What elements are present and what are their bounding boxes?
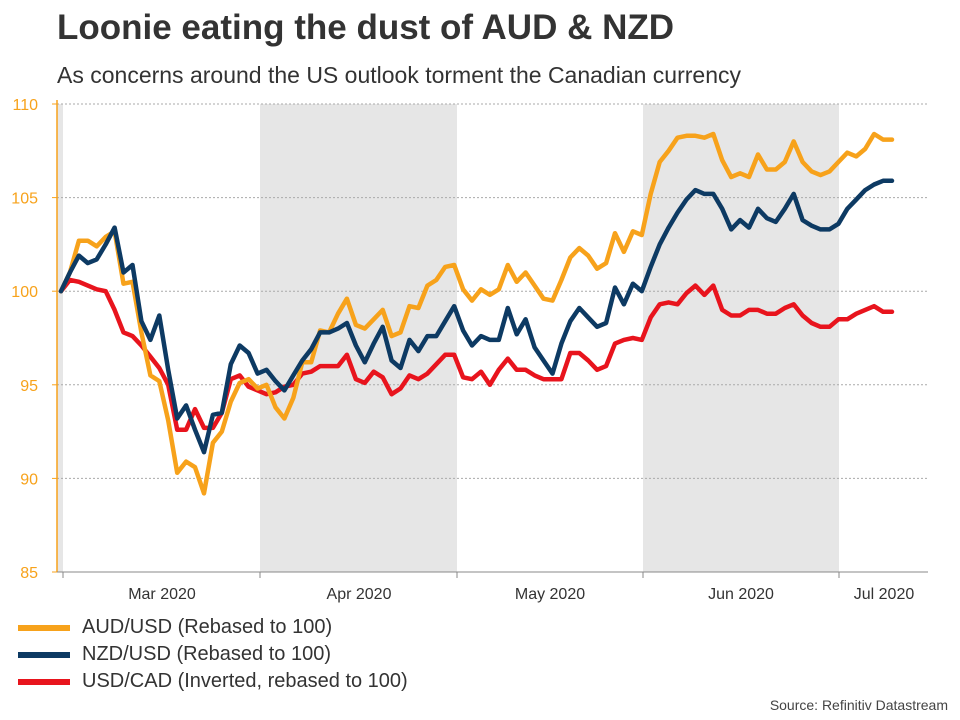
legend-item-nzd: NZD/USD (Rebased to 100) [18,641,408,668]
y-tick-label: 95 [20,378,38,395]
legend-label-cad: USD/CAD (Inverted, rebased to 100) [82,670,408,692]
shaded-band-2 [643,104,839,572]
legend-item-aud: AUD/USD (Rebased to 100) [18,614,408,641]
y-tick-label: 110 [12,97,38,114]
legend: AUD/USD (Rebased to 100) NZD/USD (Rebase… [18,614,408,695]
x-tick-label: Apr 2020 [327,586,392,603]
x-tick-label: Jul 2020 [854,586,915,603]
shaded-band-0 [57,104,63,572]
x-tick-label: Mar 2020 [128,586,196,603]
legend-swatch-aud [18,624,70,631]
x-tick-label: May 2020 [515,586,585,603]
usd-cad-line [58,277,895,432]
chart-subtitle: As concerns around the US outlook tormen… [57,62,741,88]
shaded-periods [57,104,839,572]
series-lines [58,131,895,496]
nzd-usd-line [58,178,895,455]
chart-title: Loonie eating the dust of AUD & NZD [57,8,674,47]
y-tick-label: 90 [20,471,38,488]
y-tick-label: 105 [11,191,38,208]
legend-label-aud: AUD/USD (Rebased to 100) [82,616,333,638]
legend-swatch-nzd [18,651,70,658]
legend-swatch-cad [18,678,70,685]
aud-usd-line [58,131,895,496]
y-tick-label: 100 [11,284,38,301]
grid-lines [57,103,928,479]
legend-label-nzd: NZD/USD (Rebased to 100) [82,643,331,665]
x-tick-label: Jun 2020 [708,586,774,603]
legend-item-cad: USD/CAD (Inverted, rebased to 100) [18,668,408,695]
axes: 85 90 95 100 105 110 Mar 2020 Apr 2020 May 2020 J… [11,97,928,603]
source-note: Source: Refinitiv Datastream [769,697,948,713]
y-tick-label: 85 [20,565,38,582]
